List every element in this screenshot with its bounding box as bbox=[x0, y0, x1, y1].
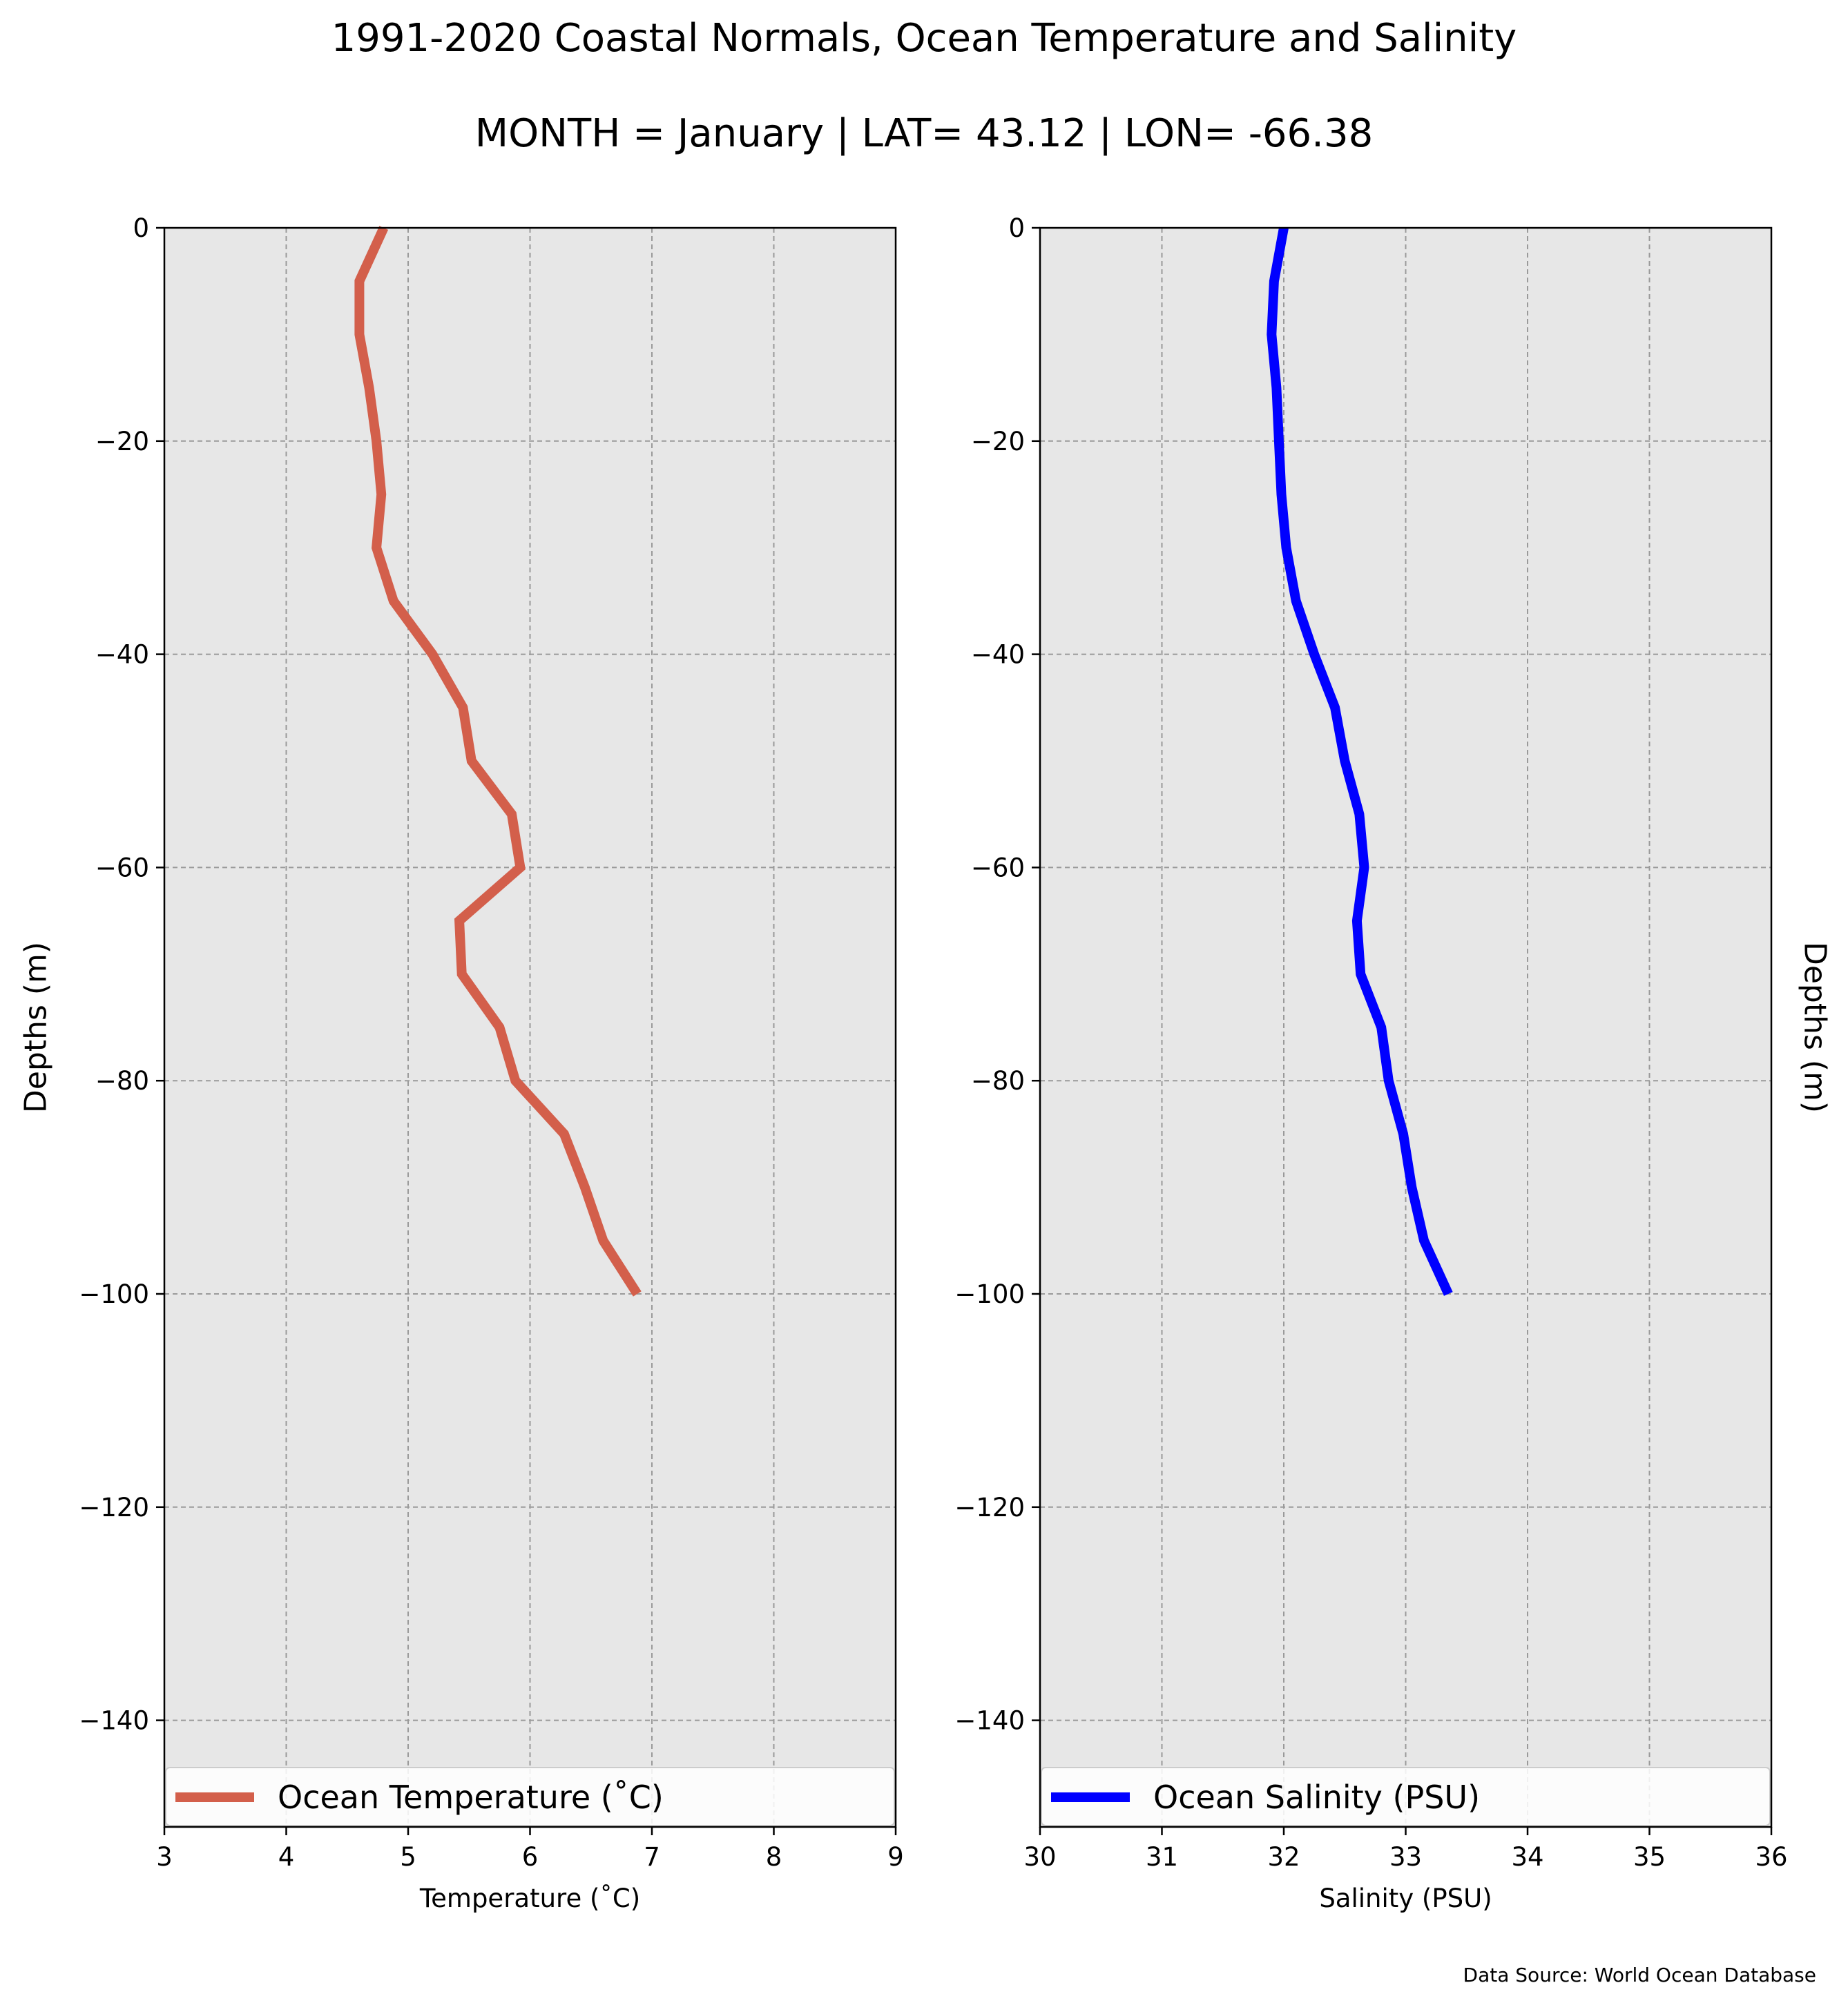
temperature-series-line bbox=[354, 226, 642, 1297]
y-axis-label-right: Depths (m) bbox=[1798, 942, 1833, 1113]
salinity-x-tick-label-1: 31 bbox=[1146, 1842, 1178, 1872]
salinity-y-tick-label-6: −120 bbox=[954, 1493, 1025, 1522]
salinity-y-tick-label-2: −40 bbox=[971, 640, 1025, 670]
data-source-note: Data Source: World Ocean Database bbox=[1463, 1964, 1816, 1986]
temperature-x-tick-label-3: 6 bbox=[522, 1842, 539, 1872]
temperature-x-tick-label-6: 9 bbox=[887, 1842, 904, 1872]
salinity-legend bbox=[1041, 1767, 1771, 1826]
salinity-y-tick-label-3: −60 bbox=[971, 853, 1025, 882]
temperature-y-tick-label-5: −100 bbox=[79, 1279, 149, 1309]
temperature-y-tick-label-2: −40 bbox=[95, 640, 149, 670]
salinity-panel: Ocean Salinity (PSU) 30 31 32 33 34 35 36 0 −20 −4… bbox=[954, 213, 1832, 1913]
salinity-legend-label: Ocean Salinity (PSU) bbox=[1153, 1779, 1480, 1816]
temperature-y-tick-label-3: −60 bbox=[95, 853, 149, 882]
salinity-y-tick-label-4: −80 bbox=[971, 1066, 1025, 1096]
salinity-y-tick-label-5: −100 bbox=[954, 1279, 1025, 1309]
figure-title: 1991-2020 Coastal Normals, Ocean Tempera… bbox=[331, 16, 1517, 61]
temperature-panel: Ocean Temperature (˚C) 3 4 5 6 7 8 9 0 −20 −40 −60 −… bbox=[19, 213, 904, 1913]
y-axis-label-left: Depths (m) bbox=[19, 942, 54, 1113]
salinity-y-tick-label-0: 0 bbox=[1008, 213, 1025, 243]
temperature-legend-label: Ocean Temperature (˚C) bbox=[278, 1779, 664, 1816]
temperature-legend bbox=[165, 1767, 895, 1826]
salinity-x-tick-label-5: 35 bbox=[1633, 1842, 1666, 1872]
temperature-y-tick-label-0: 0 bbox=[133, 213, 149, 243]
salinity-x-tick-label-4: 34 bbox=[1511, 1842, 1543, 1872]
temperature-x-tick-label-5: 8 bbox=[766, 1842, 782, 1872]
temperature-y-tick-label-7: −140 bbox=[79, 1706, 149, 1736]
temperature-x-tick-label-4: 7 bbox=[644, 1842, 660, 1872]
salinity-x-tick-label-0: 30 bbox=[1023, 1842, 1056, 1872]
salinity-x-axis-label: Salinity (PSU) bbox=[1319, 1884, 1492, 1913]
temperature-x-tick-label-0: 3 bbox=[156, 1842, 173, 1872]
temperature-x-tick-label-1: 4 bbox=[278, 1842, 295, 1872]
temperature-y-tick-label-4: −80 bbox=[95, 1066, 149, 1096]
temperature-y-tick-label-6: −120 bbox=[79, 1493, 149, 1522]
salinity-series-line bbox=[1267, 226, 1453, 1296]
salinity-y-tick-label-7: −140 bbox=[954, 1706, 1025, 1736]
salinity-x-tick-label-3: 33 bbox=[1389, 1842, 1422, 1872]
temperature-x-axis-label: Temperature (˚C) bbox=[419, 1884, 640, 1913]
salinity-x-tick-label-6: 36 bbox=[1755, 1842, 1787, 1872]
figure-subtitle: MONTH = January | LAT= 43.12 | LON= -66.… bbox=[475, 111, 1373, 156]
salinity-y-tick-label-1: −20 bbox=[971, 427, 1025, 456]
salinity-x-tick-label-2: 32 bbox=[1267, 1842, 1300, 1872]
temperature-x-tick-label-2: 5 bbox=[400, 1842, 416, 1872]
temperature-y-tick-label-1: −20 bbox=[95, 427, 149, 456]
